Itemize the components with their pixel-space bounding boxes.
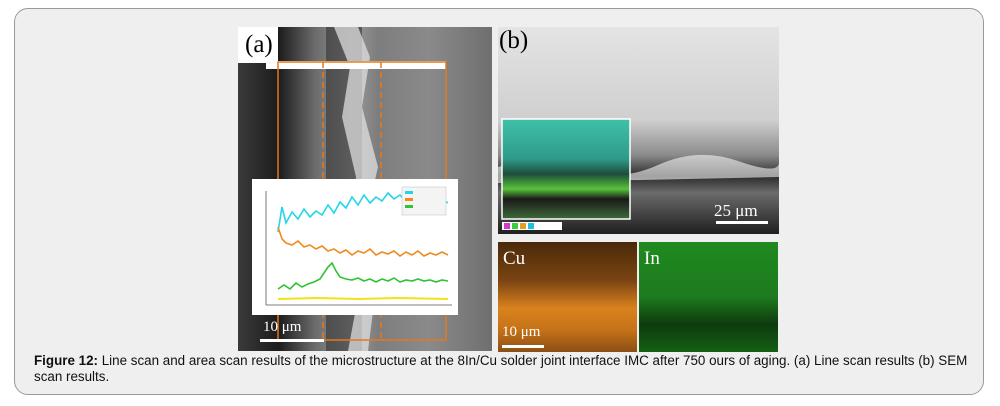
panel-b-scale-bar-label: 25 μm bbox=[714, 201, 758, 220]
in-map-label: In bbox=[644, 248, 660, 269]
cu-map-label: Cu bbox=[503, 248, 526, 269]
in-element-map: In bbox=[639, 242, 778, 352]
cu-element-map: Cu 10 μm bbox=[498, 242, 637, 352]
panel-a-label: (a) bbox=[245, 31, 273, 58]
cu-map-image bbox=[498, 242, 637, 352]
cu-map-scale-bar-label: 10 μm bbox=[502, 324, 541, 340]
caption-prefix: Figure 12: bbox=[34, 353, 98, 368]
panel-b-label: (b) bbox=[499, 27, 529, 54]
in-map-image bbox=[639, 242, 778, 352]
panel-b-image bbox=[498, 27, 779, 234]
panel-b-sem-scan: (b) 25 μm bbox=[498, 27, 779, 234]
panel-a-line-scan: (a) 10 μm bbox=[238, 27, 492, 351]
panel-a-image bbox=[238, 27, 492, 351]
caption-text: Line scan and area scan results of the m… bbox=[34, 353, 968, 384]
figure-caption: Figure 12: Line scan and area scan resul… bbox=[34, 353, 974, 385]
panel-a-scale-bar-label: 10 μm bbox=[263, 319, 302, 335]
